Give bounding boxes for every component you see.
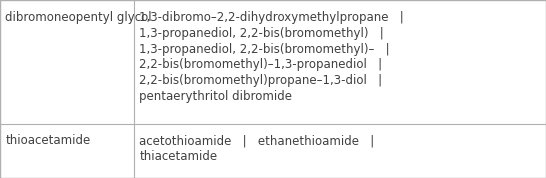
Text: thiacetamide: thiacetamide — [139, 150, 217, 163]
Text: acetothioamide   |   ethanethioamide   |: acetothioamide | ethanethioamide | — [139, 134, 375, 147]
Text: thioacetamide: thioacetamide — [5, 134, 91, 147]
Text: pentaerythritol dibromide: pentaerythritol dibromide — [139, 90, 292, 103]
Text: dibromoneopentyl glycol: dibromoneopentyl glycol — [5, 11, 152, 24]
Text: 2,2-bis(bromomethyl)–1,3-propanediol   |: 2,2-bis(bromomethyl)–1,3-propanediol | — [139, 59, 382, 72]
Text: 1,3-propanediol, 2,2-bis(bromomethyl)   |: 1,3-propanediol, 2,2-bis(bromomethyl) | — [139, 27, 384, 40]
Text: 1,3-dibromo–2,2-dihydroxymethylpropane   |: 1,3-dibromo–2,2-dihydroxymethylpropane | — [139, 11, 404, 24]
Text: 1,3-propanediol, 2,2-bis(bromomethyl)–   |: 1,3-propanediol, 2,2-bis(bromomethyl)– | — [139, 43, 390, 56]
Text: 2,2-bis(bromomethyl)propane–1,3-diol   |: 2,2-bis(bromomethyl)propane–1,3-diol | — [139, 74, 382, 87]
